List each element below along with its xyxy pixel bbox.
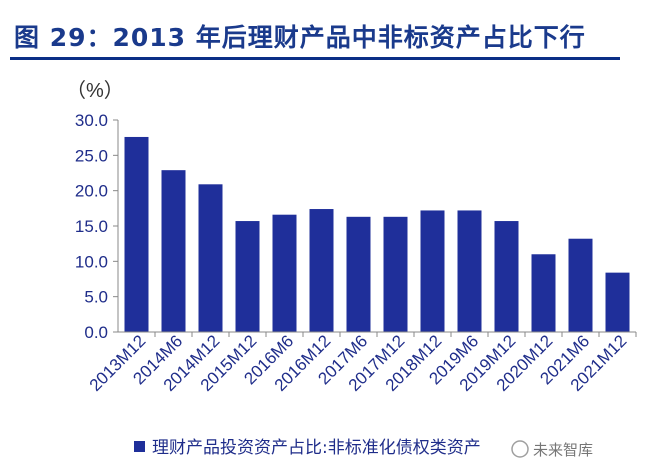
bars [124, 136, 630, 332]
y-axis: 30.0 25.0 20.0 15.0 10.0 5.0 0.0 [75, 111, 119, 342]
bar-2016M12 [309, 209, 334, 332]
y-tick-label: 25.0 [75, 146, 108, 165]
bar-2019M6 [457, 210, 482, 332]
watermark: 未来智库 [511, 440, 593, 459]
bar-2020M12 [531, 254, 556, 332]
page-title: 图 29：2013 年后理财产品中非标资产占比下行 [14, 23, 586, 52]
bar-2016M6 [272, 214, 297, 332]
y-tick-label: 15.0 [75, 217, 108, 236]
bar-2021M12 [605, 272, 630, 332]
bar-2013M12 [124, 136, 149, 332]
y-tick-label: 5.0 [84, 288, 108, 307]
watermark-logo-icon [511, 440, 529, 458]
y-tick-label: 10.0 [75, 252, 108, 271]
y-tick-label: 20.0 [75, 182, 108, 201]
bar-2021M6 [568, 238, 593, 332]
x-axis: 2013M122014M62014M122015M122016M62016M12… [86, 331, 637, 395]
watermark-text: 未来智库 [533, 441, 593, 459]
title-rule [10, 57, 620, 60]
legend-label: 理财产品投资资产占比:非标准化债权类资产 [152, 438, 481, 458]
bar-2014M12 [198, 184, 223, 332]
bar-2017M12 [383, 216, 408, 332]
bar-2018M12 [420, 210, 445, 332]
y-unit-label: （%） [66, 79, 124, 102]
bar-2015M12 [235, 221, 260, 332]
bar-2014M6 [161, 170, 186, 332]
legend-swatch [134, 441, 145, 452]
bar-2019M12 [494, 221, 519, 332]
bar-2017M6 [346, 216, 371, 332]
y-tick-label: 30.0 [75, 111, 108, 130]
y-tick-label: 0.0 [84, 323, 108, 342]
legend: 理财产品投资资产占比:非标准化债权类资产 [134, 438, 481, 458]
